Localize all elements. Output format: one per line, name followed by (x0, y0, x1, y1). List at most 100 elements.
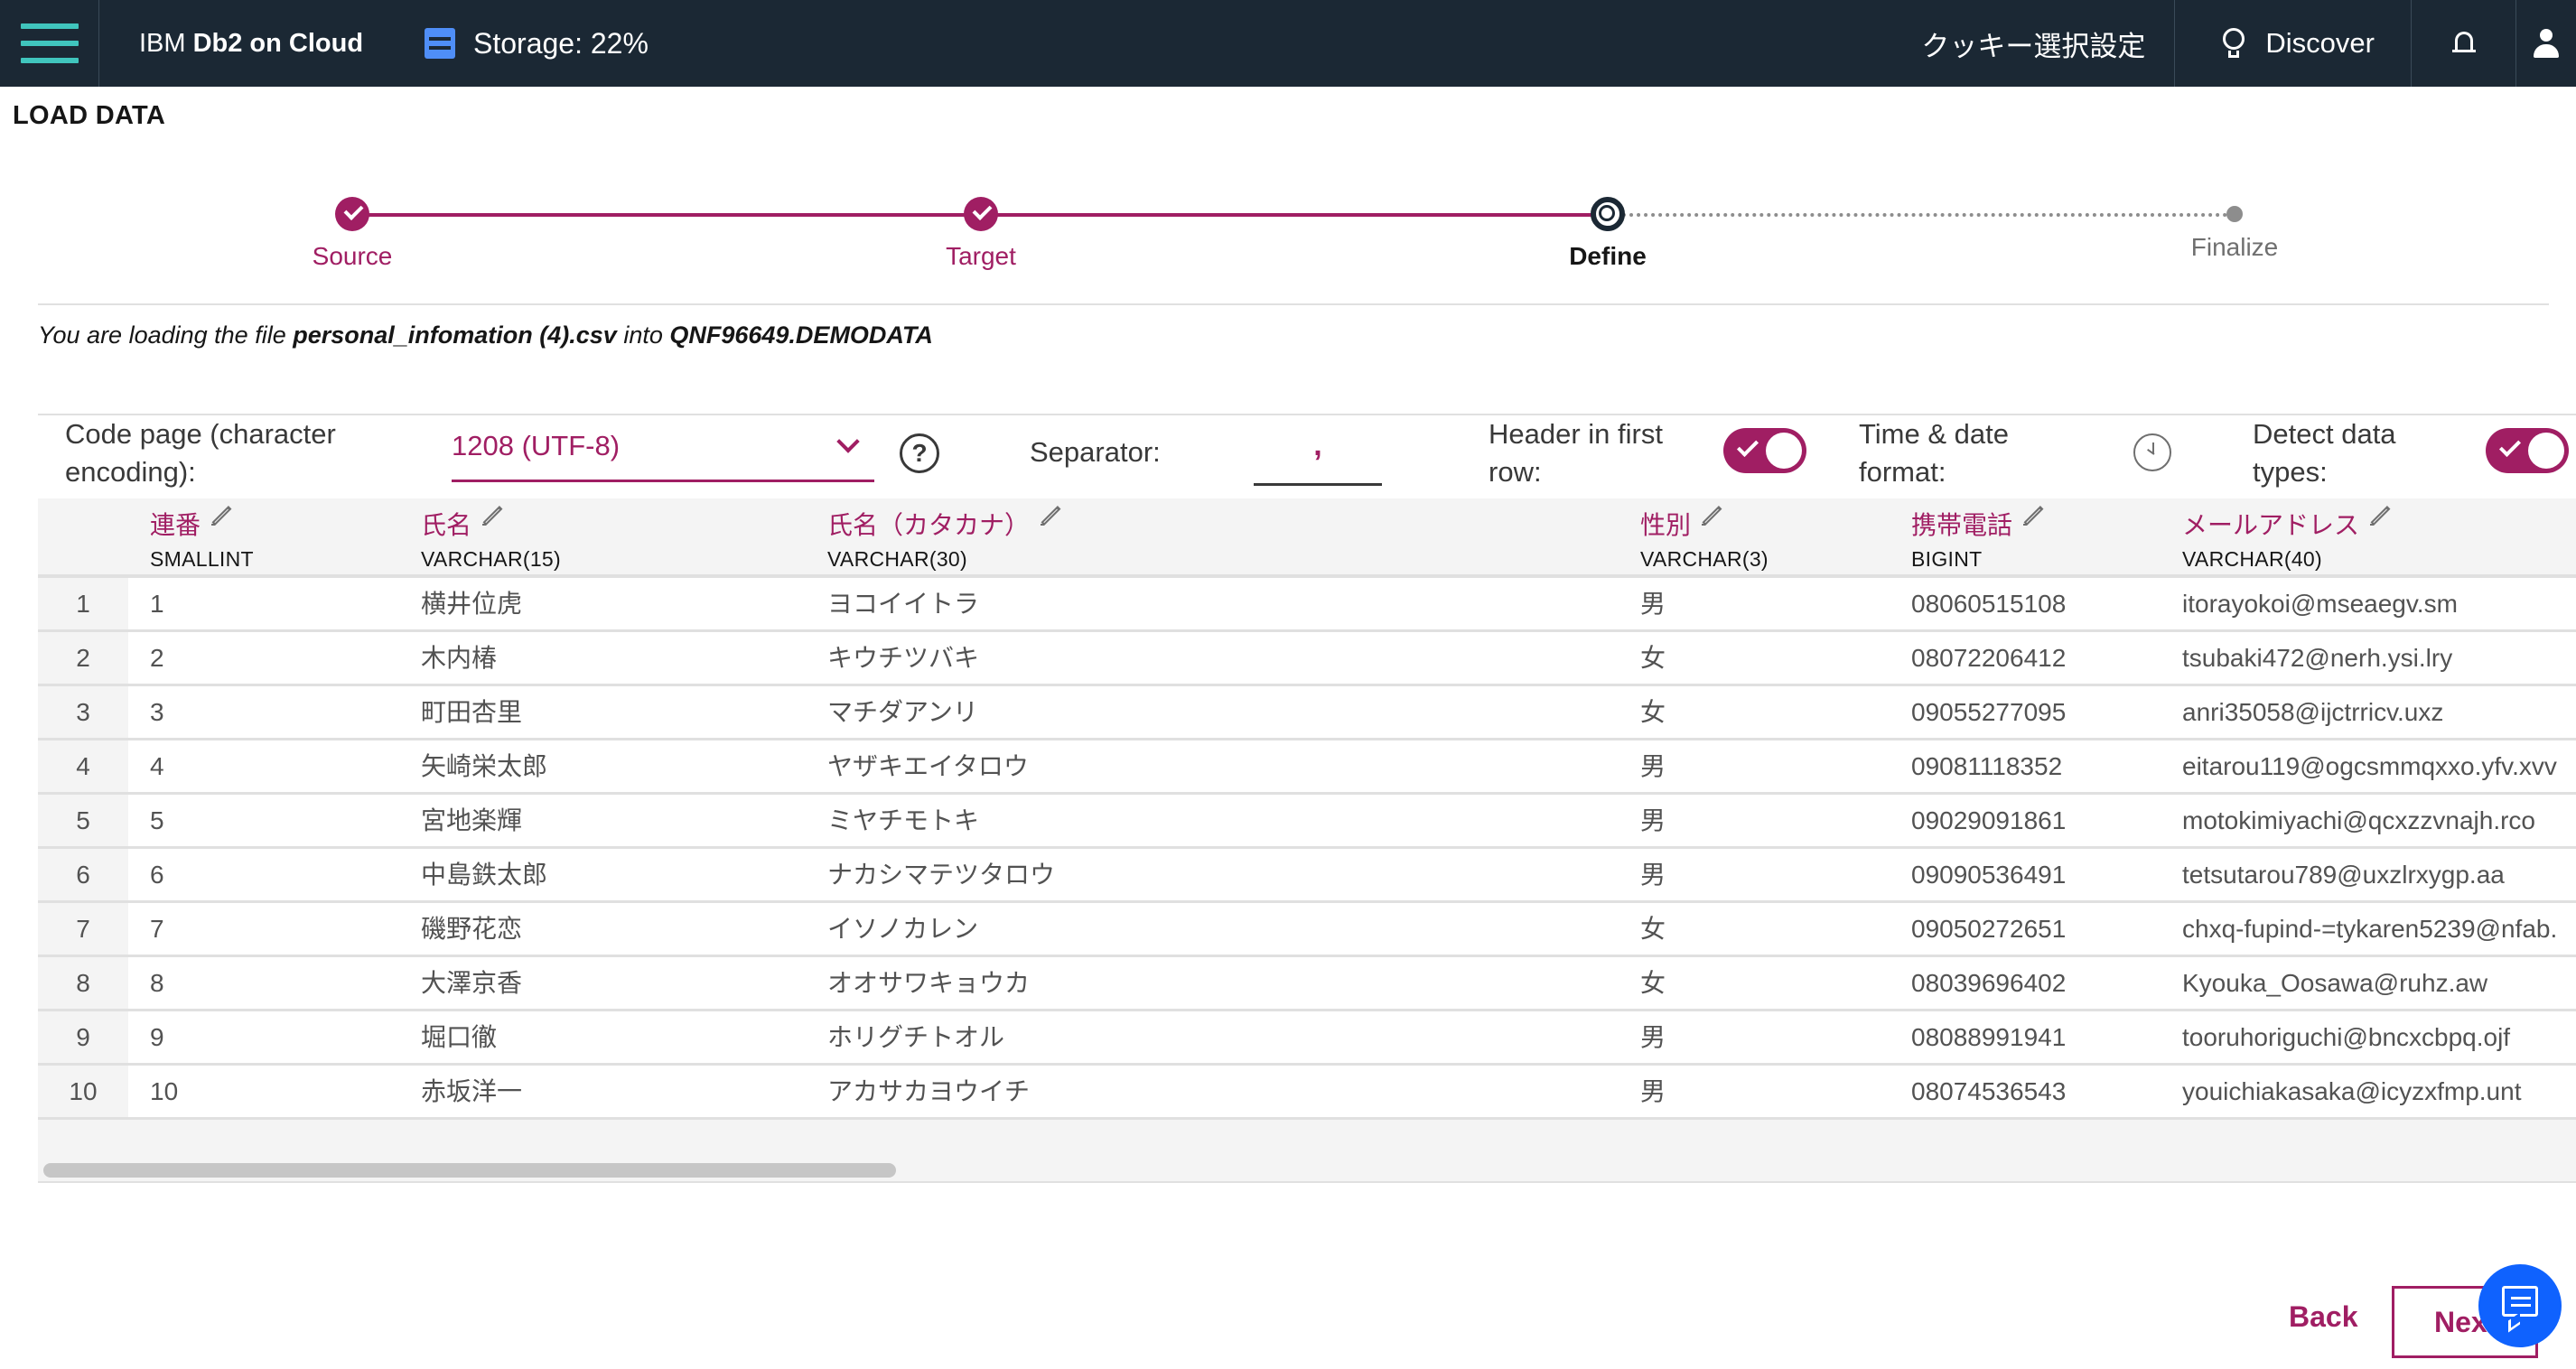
edit-pencil-icon[interactable] (1700, 506, 1723, 529)
table-cell: 堀口徹 (421, 1023, 498, 1051)
checkmark-icon (335, 197, 369, 231)
data-preview-table: 連番 SMALLINT 氏名 VARCHAR(15) 氏名（カタカナ） VARC… (38, 498, 2576, 1183)
user-icon (2533, 29, 2560, 58)
row-number: 10 (38, 1066, 128, 1117)
table-cell: ミヤチモトキ (827, 806, 980, 834)
step-target[interactable]: Target (873, 197, 1089, 271)
horizontal-scrollbar[interactable] (43, 1163, 896, 1178)
header-label-line2: row: (1489, 456, 1542, 488)
column-header[interactable]: 連番 SMALLINT (150, 506, 254, 572)
column-type: SMALLINT (150, 547, 254, 571)
separator-label: Separator: (1030, 436, 1161, 468)
help-icon[interactable]: ? (900, 433, 939, 473)
brand-ibm-label: IBM (139, 28, 186, 58)
separator-input[interactable]: , (1254, 423, 1382, 486)
table-row: 7 7 磯野花恋 イソノカレン 女 09050272651 chxq-fupin… (38, 903, 2576, 957)
detect-data-types-label: Detect data types: (2253, 415, 2396, 491)
notifications-button[interactable] (2412, 0, 2516, 87)
column-name: 性別 (1640, 511, 1692, 539)
table-cell: 9 (150, 1023, 164, 1051)
step-source[interactable]: Source (244, 197, 461, 271)
edit-pencil-icon[interactable] (210, 506, 233, 529)
table-cell: youichiakasaka@icyzxfmp.unt (2182, 1077, 2522, 1105)
detect-data-types-toggle[interactable] (2486, 428, 2569, 473)
table-row: 1 1 横井位虎 ヨコイイトラ 男 08060515108 itorayokoi… (38, 578, 2576, 632)
divider (38, 303, 2549, 305)
hamburger-menu-icon (20, 23, 79, 63)
table-cell: 08039696402 (1911, 969, 2067, 997)
edit-pencil-icon[interactable] (1039, 506, 1062, 529)
table-row: 4 4 矢崎栄太郎 ヤザキエイタロウ 男 09081118352 eitarou… (38, 740, 2576, 795)
cookie-preferences-link[interactable]: クッキー選択設定 (1892, 0, 2176, 87)
clock-icon[interactable] (2133, 433, 2171, 471)
pending-step-icon (2226, 206, 2243, 222)
load-options-bar: Code page (character encoding): 1208 (UT… (38, 414, 2576, 498)
row-number: 6 (38, 849, 128, 900)
table-cell: 矢崎栄太郎 (421, 752, 548, 780)
detect-label-line2: types: (2253, 456, 2328, 488)
table-cell: tooruhoriguchi@bncxcbpq.ojf (2182, 1023, 2511, 1051)
row-number: 4 (38, 740, 128, 792)
step-label: Target (946, 242, 1016, 270)
table-cell: 赤坂洋一 (421, 1077, 523, 1105)
table-cell: 男 (1640, 861, 1666, 889)
top-navigation-bar: IBM Db2 on Cloud Storage: 22% クッキー選択設定 D… (0, 0, 2576, 87)
column-name: 氏名 (421, 511, 472, 539)
column-type: VARCHAR(30) (827, 547, 967, 571)
table-cell: 08074536543 (1911, 1077, 2067, 1105)
table-cell: 7 (150, 915, 164, 943)
stepper-connector (981, 213, 1608, 217)
table-cell: anri35058@ijctrricv.uxz (2182, 698, 2444, 726)
column-name: メールアドレス (2182, 511, 2360, 539)
table-row: 2 2 木内椿 キウチツバキ 女 08072206412 tsubaki472@… (38, 632, 2576, 686)
checkmark-icon (2498, 434, 2522, 458)
column-header[interactable]: メールアドレス VARCHAR(40) (2182, 506, 2392, 572)
code-page-dropdown[interactable]: 1208 (UTF-8) (452, 423, 874, 482)
table-cell: 女 (1640, 698, 1666, 726)
column-type: VARCHAR(40) (2182, 547, 2322, 571)
user-profile-button[interactable] (2516, 0, 2576, 87)
edit-pencil-icon[interactable] (2368, 506, 2392, 529)
row-number: 9 (38, 1011, 128, 1063)
header-first-row-label: Header in first row: (1489, 415, 1663, 491)
code-page-label-line1: Code page (character (65, 418, 336, 450)
page-title: LOAD DATA (13, 101, 166, 130)
step-label: Finalize (2190, 233, 2279, 261)
table-cell: ヤザキエイタロウ (827, 752, 1029, 780)
product-brand[interactable]: IBM Db2 on Cloud (99, 0, 425, 87)
table-cell: chxq-fupind-=tykaren5239@nfab. (2182, 915, 2558, 943)
step-label: Define (1569, 242, 1647, 270)
discover-button[interactable]: Discover (2175, 0, 2412, 87)
table-cell: ナカシマテツタロウ (827, 861, 1056, 889)
table-cell: ホリグチトオル (827, 1023, 1005, 1051)
chat-support-button[interactable] (2478, 1264, 2562, 1347)
table-row: 8 8 大澤京香 オオサワキョウカ 女 08039696402 Kyouka_O… (38, 957, 2576, 1011)
table-cell: 女 (1640, 915, 1666, 943)
back-button[interactable]: Back (2289, 1300, 2358, 1333)
edit-pencil-icon[interactable] (2021, 506, 2045, 529)
toggle-knob (2528, 433, 2564, 469)
edit-pencil-icon[interactable] (481, 506, 504, 529)
row-number: 2 (38, 632, 128, 684)
column-header[interactable]: 氏名（カタカナ） VARCHAR(30) (827, 506, 1062, 572)
column-name: 氏名（カタカナ） (827, 511, 1031, 539)
time-date-format-label: Time & date format: (1859, 415, 2009, 491)
table-cell: 4 (150, 752, 164, 780)
column-header[interactable]: 携帯電話 BIGINT (1911, 506, 2045, 572)
table-cell: 8 (150, 969, 164, 997)
hamburger-menu-button[interactable] (0, 0, 99, 87)
chevron-down-icon (836, 430, 860, 453)
column-header[interactable]: 性別 VARCHAR(3) (1640, 506, 1769, 572)
table-row: 6 6 中島鉄太郎 ナカシマテツタロウ 男 09090536491 tetsut… (38, 849, 2576, 903)
table-cell: 09081118352 (1911, 752, 2063, 780)
row-number: 5 (38, 795, 128, 846)
table-cell: 横井位虎 (421, 590, 523, 618)
column-header[interactable]: 氏名 VARCHAR(15) (421, 506, 561, 572)
time-label-line2: format: (1859, 456, 1946, 488)
table-cell: 中島鉄太郎 (421, 861, 548, 889)
separator-value: , (1313, 428, 1322, 462)
header-first-row-toggle[interactable] (1723, 428, 1806, 473)
row-number: 7 (38, 903, 128, 955)
row-number: 8 (38, 957, 128, 1009)
column-type: VARCHAR(3) (1640, 547, 1769, 571)
